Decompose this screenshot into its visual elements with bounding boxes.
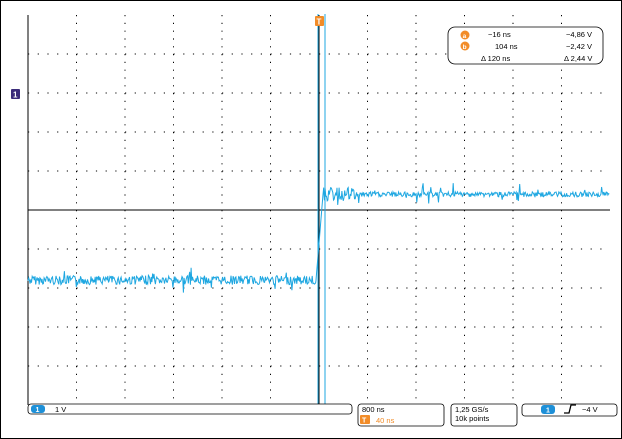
cursor-a-badge [460,30,470,40]
delta-voltage: Δ 2,44 V [564,54,593,63]
trigger-channel-badge-label: 1 [546,408,550,415]
delta-time: Δ 120 ns [481,54,511,63]
status-bar: 1 T 1 [27,403,618,427]
sample-rate: 1,25 GS/s [455,405,489,414]
timebase-value: 800 ns [362,405,385,414]
record-length: 10k points [455,414,490,423]
channel-1-badge-label: 1 [36,407,40,414]
cursor-a-badge-label: a [463,33,467,40]
trigger-offset-badge [360,415,370,424]
trigger-marker[interactable]: T [315,16,324,27]
trigger-level: −4 V [582,405,598,414]
cursor-a-voltage: −4,86 V [566,30,593,39]
rising-edge-icon [564,404,576,414]
trigger-offset-value: 40 ns [376,416,395,425]
cursor-a-time: −16 ns [488,30,511,39]
trigger-marker-label: T [317,18,322,27]
channel-scale: 1 V [55,405,67,414]
trigger-channel-badge [541,405,555,414]
cursor-b-voltage: −2,42 V [566,42,593,51]
cursor-b-badge [460,41,470,51]
cursor-b-badge-label: b [463,44,467,51]
timebase-box[interactable] [357,403,445,427]
trigger-offset-badge-label: T [362,418,367,425]
channel-1-level-label: 1 [13,91,18,100]
cursor-readout-panel: a b [447,26,604,65]
cursor-b-time: 104 ns [495,42,518,51]
graticule [27,15,610,405]
channel-scale-box[interactable] [27,403,353,415]
channel-1-badge[interactable] [31,405,45,413]
acquisition-box[interactable] [450,403,518,427]
channel-1-level-marker[interactable]: 1 [11,89,20,100]
